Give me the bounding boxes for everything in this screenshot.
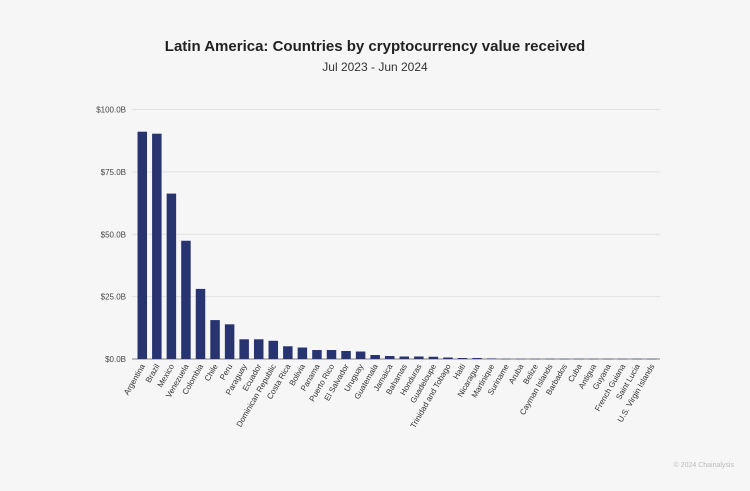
y-tick-label: $25.0B bbox=[101, 293, 126, 302]
bar-argentina bbox=[137, 131, 148, 359]
bar-peru bbox=[224, 324, 235, 359]
y-tick-label: $0.0B bbox=[105, 355, 126, 364]
bar-trinidad-and-tobago bbox=[443, 357, 453, 359]
bar-haiti bbox=[457, 358, 468, 359]
bar-guatemala bbox=[370, 355, 380, 359]
y-tick-label: $100.0B bbox=[96, 106, 126, 115]
bar-colombia bbox=[195, 288, 206, 359]
bar-brazil bbox=[152, 133, 162, 359]
y-tick-label: $75.0B bbox=[101, 168, 126, 177]
bar-costa-rica bbox=[283, 346, 293, 359]
chart-title: Latin America: Countries by cryptocurren… bbox=[164, 38, 586, 55]
bar-venezuela bbox=[181, 240, 191, 359]
copyright-credit: © 2024 Chainalysis bbox=[673, 462, 734, 469]
bar-honduras bbox=[414, 356, 424, 359]
bar-ecuador bbox=[253, 339, 264, 359]
y-tick-label: $50.0B bbox=[101, 230, 126, 239]
chart-subtitle: Jul 2023 - Jun 2024 bbox=[322, 60, 428, 74]
bar-bahamas bbox=[399, 356, 410, 359]
bar-puerto-rico bbox=[326, 350, 337, 359]
bar-paraguay bbox=[239, 339, 249, 359]
bar-chile bbox=[210, 320, 220, 359]
bar-guadeloupe bbox=[428, 356, 439, 359]
bar-jamaica bbox=[384, 356, 395, 359]
bar-panama bbox=[312, 350, 322, 359]
bar-dominican-republic bbox=[268, 340, 279, 359]
bar-bolivia bbox=[297, 347, 308, 359]
bar-el-salvador bbox=[341, 351, 351, 359]
bar-mexico bbox=[166, 193, 177, 359]
x-tick-label: Chile bbox=[203, 362, 220, 383]
bar-nicaragua bbox=[472, 358, 482, 359]
bar-uruguay bbox=[355, 351, 366, 359]
